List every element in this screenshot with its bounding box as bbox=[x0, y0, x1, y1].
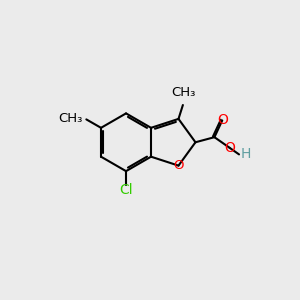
Text: H: H bbox=[241, 147, 251, 161]
Text: CH₃: CH₃ bbox=[58, 112, 83, 124]
Text: Cl: Cl bbox=[119, 183, 133, 196]
Text: O: O bbox=[217, 113, 228, 128]
Text: CH₃: CH₃ bbox=[171, 86, 196, 99]
Text: O: O bbox=[224, 141, 235, 155]
Text: O: O bbox=[173, 159, 184, 172]
